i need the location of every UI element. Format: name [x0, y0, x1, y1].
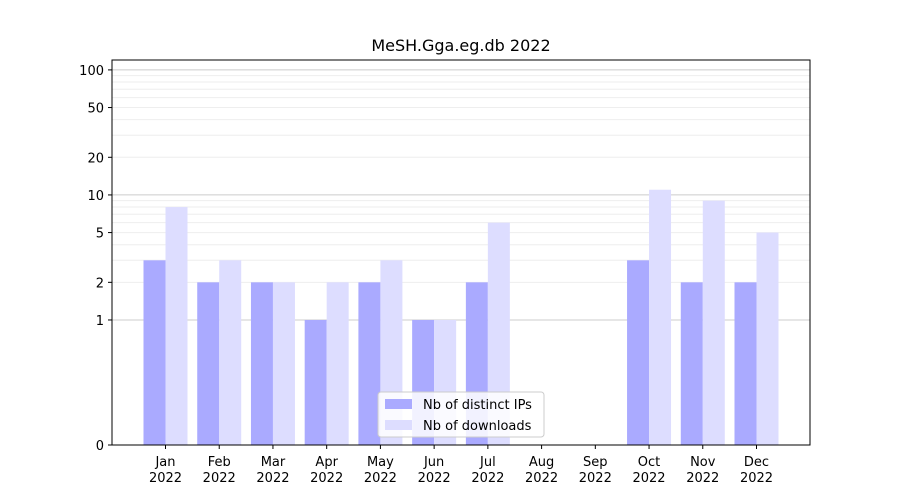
legend-box: [377, 391, 545, 438]
bar-downloads: [756, 232, 779, 445]
x-tick-label: Feb 2022: [203, 455, 236, 486]
x-tick-label: Nov 2022: [686, 455, 719, 486]
bar-downloads: [702, 200, 725, 445]
bar-downloads: [219, 260, 242, 445]
bar-distinct-ips: [143, 260, 166, 445]
x-tick-label: Jan 2022: [149, 455, 182, 486]
bar-distinct-ips: [197, 282, 220, 445]
legend: Nb of distinct IPs Nb of downloads: [377, 391, 545, 438]
bar-distinct-ips: [627, 260, 650, 445]
y-tick-label: 2: [96, 276, 104, 291]
y-tick-label: 50: [87, 102, 104, 117]
y-tick-label: 5: [96, 227, 104, 242]
y-tick-label: 1: [96, 314, 104, 329]
legend-label: Nb of distinct IPs: [423, 398, 532, 413]
chart-title: MeSH.Gga.eg.db 2022: [371, 36, 550, 55]
bar-distinct-ips: [680, 282, 703, 445]
y-tick-label: 0: [96, 439, 104, 454]
bar-downloads: [326, 282, 349, 445]
bar-distinct-ips: [304, 319, 327, 445]
bar-downloads: [272, 282, 295, 445]
y-tick-label: 100: [79, 64, 104, 79]
x-tick-label: May 2022: [364, 455, 397, 486]
x-tick-label: Sep 2022: [579, 455, 612, 486]
x-tick-label: Oct 2022: [632, 455, 665, 486]
bar-downloads: [487, 222, 510, 445]
legend-label: Nb of downloads: [423, 419, 532, 434]
grid-lines: [112, 69, 810, 321]
x-tick-label: Apr 2022: [310, 455, 343, 486]
x-tick-label: Dec 2022: [740, 455, 773, 486]
legend-swatch: [385, 420, 412, 430]
x-tick-label: Mar 2022: [256, 455, 289, 486]
bar-distinct-ips: [734, 282, 757, 445]
x-axis: Jan 2022 Feb 2022 Mar 2022 Apr 2022 May 2022 Jun 20…: [149, 445, 773, 486]
bar-downloads: [649, 189, 672, 445]
x-tick-label: Jun 2022: [418, 455, 451, 486]
legend-swatch: [385, 399, 412, 409]
plot-frame: [111, 59, 811, 446]
bar-distinct-ips: [358, 282, 381, 445]
y-tick-label: 10: [87, 189, 104, 204]
x-tick-label: Aug 2022: [525, 455, 558, 486]
y-axis: 0 1 2 5 10 20 50 100: [79, 64, 112, 454]
bar-distinct-ips: [250, 282, 273, 445]
y-tick-label: 20: [87, 151, 104, 166]
bar-downloads: [165, 207, 188, 445]
x-tick-label: Jul 2022: [471, 455, 504, 486]
